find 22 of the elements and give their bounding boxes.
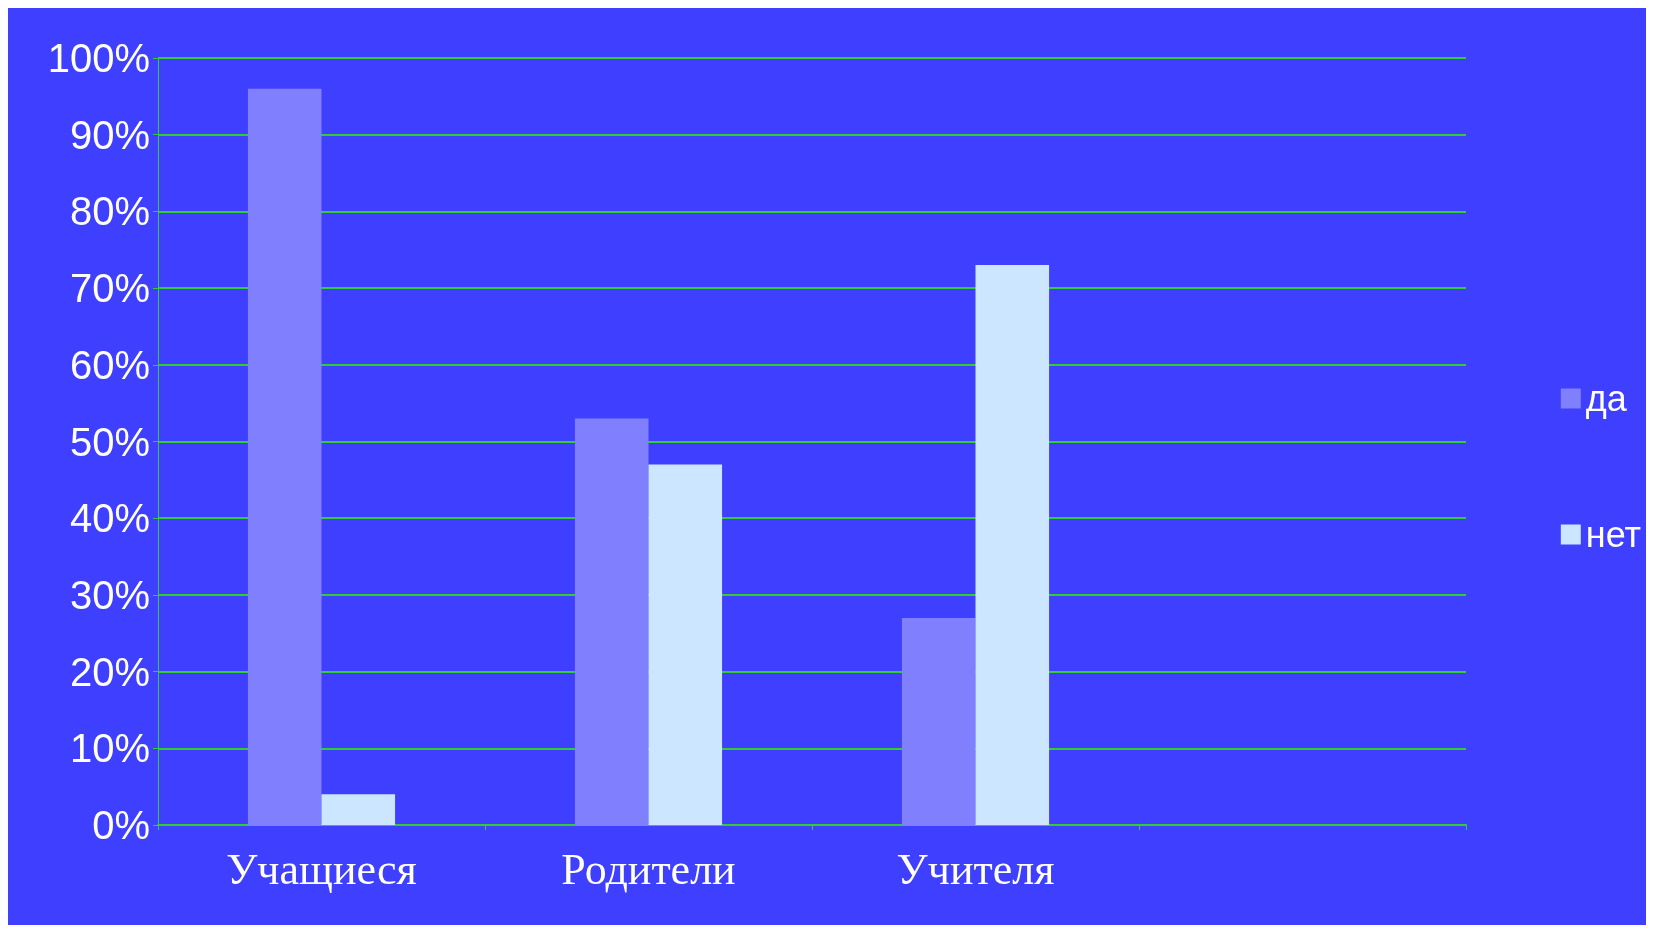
bar bbox=[247, 88, 322, 825]
bar bbox=[321, 794, 396, 825]
y-tick-label: 100% bbox=[47, 36, 150, 80]
bar bbox=[648, 464, 723, 825]
y-tick-label: 70% bbox=[69, 266, 150, 311]
bar bbox=[901, 617, 976, 825]
y-tick-label: 40% bbox=[69, 496, 150, 541]
y-tick-label: 60% bbox=[69, 342, 150, 387]
x-tick-label: Родители bbox=[561, 844, 736, 894]
y-tick-label: 20% bbox=[69, 649, 150, 694]
legend-label: нет bbox=[1585, 514, 1642, 555]
x-tick-label: Учителя bbox=[896, 844, 1055, 894]
y-tick-label: 0% bbox=[92, 803, 150, 847]
y-tick-label: 80% bbox=[69, 189, 150, 234]
bar bbox=[574, 418, 649, 825]
bar bbox=[975, 265, 1050, 825]
y-tick-label: 30% bbox=[69, 572, 150, 617]
y-tick-label: 10% bbox=[69, 726, 150, 771]
x-tick-label: Учащиеся bbox=[226, 844, 417, 894]
legend-label: да bbox=[1585, 378, 1628, 419]
y-tick-label: 90% bbox=[69, 112, 150, 157]
y-tick-label: 50% bbox=[69, 419, 150, 464]
